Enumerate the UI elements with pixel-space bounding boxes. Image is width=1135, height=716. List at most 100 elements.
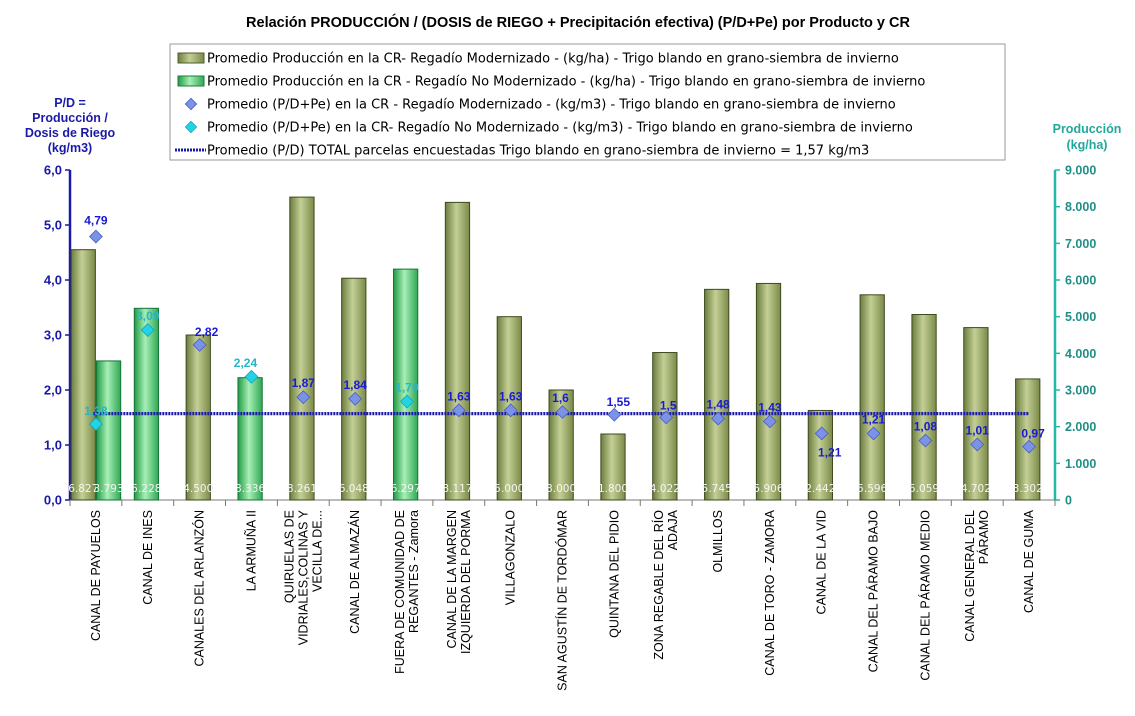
- bar-modernizado: [704, 288, 730, 501]
- bar-value-label: 8.261: [287, 483, 317, 495]
- bar-modernizado: [444, 201, 471, 501]
- bar-modernizado: [807, 409, 833, 501]
- x-category-label: CANAL DE PAYUELOS: [89, 510, 103, 641]
- bar-modernizado: [289, 196, 315, 501]
- x-category-label: ADAJA: [666, 509, 680, 550]
- point-value-label: 1,63: [499, 389, 523, 403]
- y-axis-left-title: P/D =: [54, 96, 86, 110]
- y-tick-left-label: 1,0: [44, 438, 62, 453]
- x-category-label: SAN AGUSTÍN DE TORDÓMAR: [555, 510, 570, 691]
- y-tick-right-label: 4.000: [1065, 347, 1096, 361]
- point-modernizado: [88, 229, 103, 244]
- x-category-label: REGANTES - Zamora: [407, 510, 421, 633]
- y-tick-left-label: 5,0: [44, 218, 62, 233]
- x-category-label: CANAL DEL PÁRAMO BAJO: [866, 510, 881, 673]
- legend-swatch-marker: [184, 120, 198, 134]
- y-tick-left-label: 4,0: [44, 273, 62, 288]
- bar-value-label: 8.117: [442, 483, 472, 495]
- point-modernizado: [555, 405, 570, 419]
- x-category-label: OLMILLOS: [711, 510, 725, 573]
- y-axis-left-title: Dosis de Riego: [25, 126, 116, 140]
- point-no-modernizado: [400, 394, 414, 409]
- x-category-label: VILLAGONZALO: [504, 510, 518, 605]
- bar-value-label: 1.800: [598, 483, 628, 495]
- x-category-label: IZQUIERDA DEL PORMA: [459, 509, 473, 654]
- legend-swatch-marker: [184, 97, 198, 111]
- point-modernizado: [711, 411, 725, 426]
- point-value-label: 1,38: [84, 404, 108, 418]
- point-value-label: 1,87: [292, 376, 316, 390]
- chart-title: Relación PRODUCCIÓN / (DOSIS de RIEGO + …: [246, 13, 910, 31]
- point-modernizado: [814, 426, 829, 441]
- point-modernizado: [503, 403, 518, 418]
- bar-modernizado: [341, 277, 367, 501]
- point-value-label: 2,24: [234, 356, 258, 370]
- bar-value-label: 6.048: [339, 483, 369, 495]
- bar-value-label: 5.596: [857, 483, 887, 495]
- y-tick-right-label: 6.000: [1065, 274, 1096, 288]
- bar-modernizado: [185, 334, 211, 501]
- bar-modernizado: [70, 249, 96, 501]
- x-category-label: CANAL DE INES: [141, 510, 155, 605]
- bar-no-modernizado: [237, 377, 263, 501]
- point-modernizado: [866, 426, 881, 441]
- point-value-label: 1,48: [706, 398, 730, 412]
- bar-value-label: 2.442: [805, 483, 835, 495]
- bar-value-label: 3.336: [235, 483, 265, 495]
- x-category-label: CANAL DE GUMA: [1022, 509, 1036, 613]
- x-category-label: VIDRIALES,COLINAS Y: [296, 509, 310, 645]
- point-modernizado: [1022, 439, 1037, 454]
- bar-value-label: 3.302: [1013, 483, 1043, 495]
- point-modernizado: [918, 433, 933, 448]
- y-tick-right-label: 3.000: [1065, 384, 1096, 398]
- y-tick-left-label: 0,0: [44, 493, 62, 508]
- x-category-label: PÁRAMO: [976, 510, 991, 564]
- bar-value-label: 4.702: [961, 483, 991, 495]
- bar-value-label: 5.000: [494, 483, 524, 495]
- point-modernizado: [192, 337, 207, 352]
- point-value-label: 1,6: [552, 391, 569, 405]
- bar-no-modernizado: [133, 307, 160, 501]
- point-modernizado: [659, 410, 674, 425]
- y-axis-left-title: Producción /: [32, 111, 108, 125]
- bar-value-label: 4.500: [183, 483, 213, 495]
- x-category-label: CANALES DEL ARLANZÓN: [192, 510, 207, 667]
- bar-modernizado: [911, 314, 937, 501]
- bar-modernizado: [755, 282, 782, 501]
- x-category-label: CANAL DE ALMAZÁN: [347, 510, 362, 634]
- bar-value-label: 5.059: [909, 483, 939, 495]
- y-tick-right-label: 0: [1065, 494, 1072, 508]
- point-value-label: 3,09: [136, 309, 160, 323]
- legend-box: [169, 43, 1006, 161]
- point-value-label: 1,63: [447, 389, 471, 403]
- bar-value-label: 4.022: [650, 483, 680, 495]
- y-tick-right-label: 5.000: [1065, 310, 1096, 324]
- legend-entry: Promedio (P/D+Pe) en la CR- Regadío No M…: [207, 121, 913, 136]
- legend-entry: Promedio (P/D+Pe) en la CR - Regadío Mod…: [207, 98, 896, 113]
- x-category-label: QUINTANA DEL PIDIO: [607, 510, 621, 638]
- y-axis-right-title: (kg/ha): [1067, 138, 1108, 152]
- bar-value-label: 3.000: [546, 483, 576, 495]
- point-value-label: 1,43: [758, 400, 782, 414]
- point-value-label: 1,01: [966, 423, 990, 437]
- point-value-label: 1,84: [343, 378, 367, 392]
- y-tick-right-label: 9.000: [1065, 164, 1096, 178]
- point-modernizado: [970, 437, 985, 452]
- x-category-label: CANAL GENERAL DEL: [963, 510, 977, 642]
- y-tick-left-label: 2,0: [44, 383, 62, 398]
- x-category-label: ZONA REGABLE DEL RÍO: [651, 510, 666, 660]
- point-value-label: 1,79: [395, 381, 419, 395]
- point-no-modernizado: [244, 369, 259, 384]
- bar-modernizado: [600, 433, 626, 501]
- bar-value-label: 5.906: [753, 483, 783, 495]
- x-category-label: QUIRUELAS DE: [282, 510, 296, 603]
- point-modernizado: [762, 414, 777, 429]
- point-value-label: 2,82: [195, 325, 219, 339]
- point-modernizado: [607, 407, 622, 422]
- bar-no-modernizado: [95, 360, 122, 501]
- x-category-label: LA ARMUÑA II: [244, 510, 258, 591]
- bar-value-label: 5.228: [131, 483, 161, 495]
- bar-value-label: 6.297: [391, 483, 421, 495]
